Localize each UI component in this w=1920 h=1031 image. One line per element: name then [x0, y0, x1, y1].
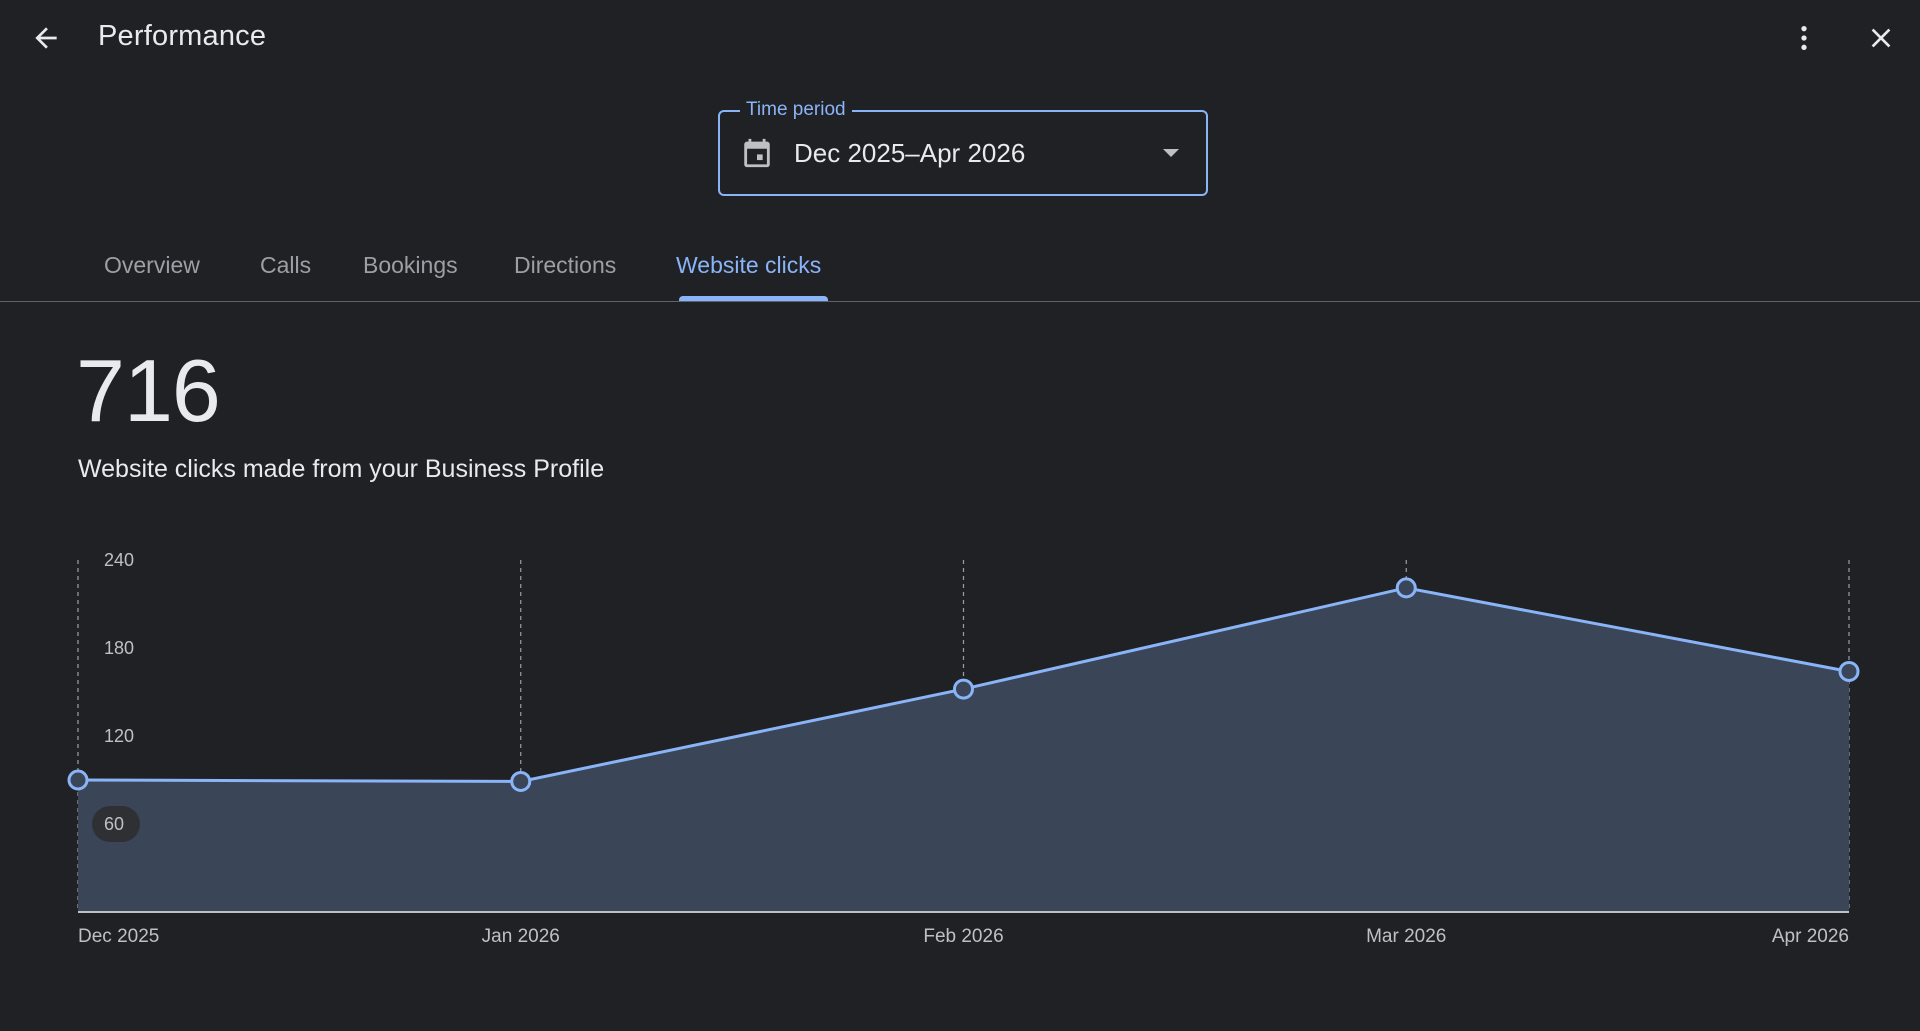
- time-period-select[interactable]: Time period Dec 2025–Apr 2026: [718, 98, 1208, 196]
- active-tab-indicator: [679, 296, 828, 302]
- area-fill: [78, 587, 1849, 912]
- metric-description: Website clicks made from your Business P…: [78, 455, 605, 483]
- tab-website-clicks[interactable]: Website clicks: [676, 252, 822, 278]
- y-tick-label: 120: [104, 726, 134, 746]
- tab-overview[interactable]: Overview: [104, 252, 200, 278]
- y-tick-highlight: [92, 806, 140, 842]
- x-tick-label: Mar 2026: [1366, 926, 1446, 947]
- more-options-button[interactable]: [1780, 14, 1828, 62]
- calendar-icon: [744, 138, 770, 168]
- y-tick-label: 240: [104, 550, 134, 570]
- metric-total: 716: [76, 341, 221, 440]
- time-period-value: Dec 2025–Apr 2026: [794, 138, 1026, 168]
- tab-directions[interactable]: Directions: [514, 252, 617, 278]
- tab-bookings[interactable]: Bookings: [363, 252, 458, 278]
- time-period-label: Time period: [740, 98, 852, 122]
- data-point[interactable]: [67, 769, 89, 791]
- y-tick-label: 180: [104, 638, 134, 658]
- tab-bar: Overview Calls Bookings Directions Websi…: [0, 232, 1920, 302]
- y-tick-label: 60: [104, 814, 124, 834]
- close-button[interactable]: [1857, 14, 1905, 62]
- data-point[interactable]: [510, 770, 532, 792]
- back-button[interactable]: [22, 14, 70, 62]
- tab-calls[interactable]: Calls: [260, 252, 312, 278]
- page-title: Performance: [98, 20, 267, 52]
- data-point[interactable]: [1838, 660, 1860, 682]
- data-point[interactable]: [1395, 577, 1417, 599]
- x-tick-label: Apr 2026: [1772, 926, 1849, 947]
- tabs-divider: [0, 301, 1920, 302]
- x-tick-label: Jan 2026: [482, 926, 560, 947]
- close-icon: [1871, 28, 1891, 48]
- top-app-bar: Performance: [0, 0, 1920, 76]
- arrow-back-icon: [35, 27, 57, 49]
- x-tick-label: Feb 2026: [923, 926, 1003, 947]
- more-vert-icon: [1801, 26, 1807, 50]
- dropdown-arrow-icon: [1163, 149, 1179, 157]
- x-tick-label: Dec 2025: [78, 926, 159, 947]
- data-point[interactable]: [953, 678, 974, 700]
